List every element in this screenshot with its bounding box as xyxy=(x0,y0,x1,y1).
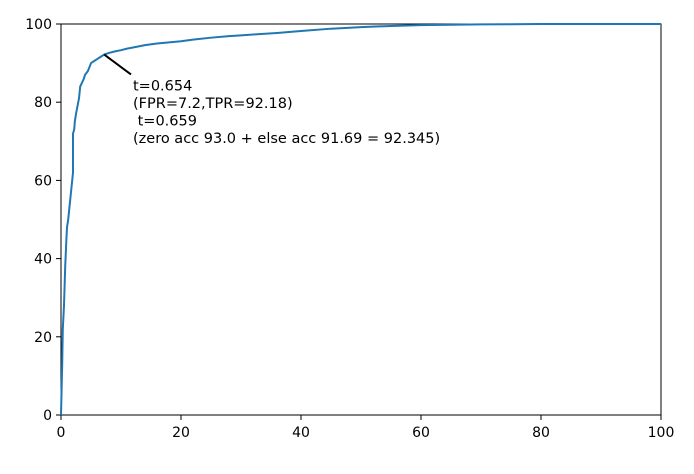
y-tick-label: 80 xyxy=(34,95,52,111)
y-tick-label: 0 xyxy=(43,408,52,424)
x-tick-label: 20 xyxy=(172,425,190,441)
y-axis: 0 20 40 60 80 100 xyxy=(25,17,61,424)
y-tick-label: 100 xyxy=(25,17,52,33)
annotation-arrow xyxy=(103,53,132,76)
x-axis: 0 20 40 60 80 100 xyxy=(57,415,675,441)
x-tick-label: 60 xyxy=(412,425,430,441)
plot-frame xyxy=(60,23,662,416)
annotation-line-2: (FPR=7.2,TPR=92.18) xyxy=(133,96,293,112)
x-tick-label: 100 xyxy=(648,425,675,441)
annotation-line-4: (zero acc 93.0 + else acc 91.69 = 92.345… xyxy=(133,131,440,147)
y-tick-label: 40 xyxy=(34,252,52,268)
roc-curve-line xyxy=(60,23,661,416)
annotation-text: t=0.654 (FPR=7.2,TPR=92.18) t=0.659 (zer… xyxy=(133,78,440,147)
y-tick-label: 60 xyxy=(34,173,52,189)
x-tick-label: 0 xyxy=(57,425,66,441)
x-tick-label: 80 xyxy=(532,425,550,441)
y-tick-label: 20 xyxy=(34,330,52,346)
x-tick-label: 40 xyxy=(292,425,310,441)
annotation-line-1: t=0.654 xyxy=(133,78,192,94)
annotation-line-3: t=0.659 xyxy=(133,113,197,129)
